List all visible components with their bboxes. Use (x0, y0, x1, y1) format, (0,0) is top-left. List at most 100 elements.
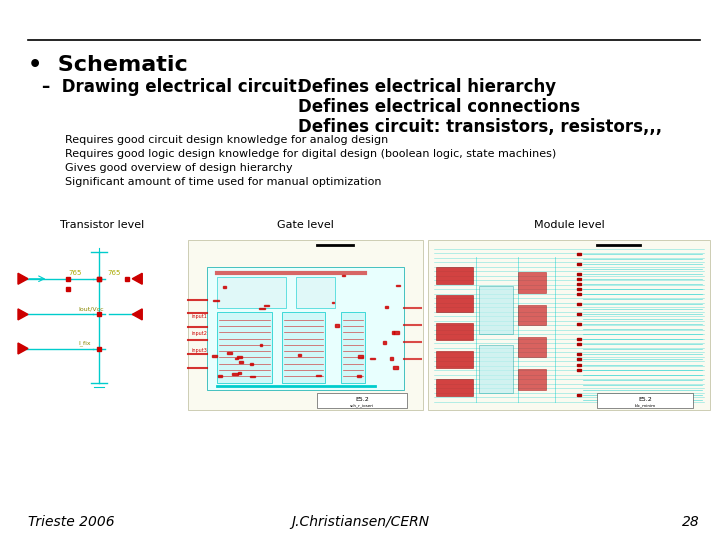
Bar (18, 240, 186, 395)
Text: Requires good circuit design knowledge for analog design: Requires good circuit design knowledge f… (65, 135, 388, 145)
Bar (125, 276, 129, 281)
Bar (207, 267, 404, 389)
Text: E5.2: E5.2 (638, 397, 652, 402)
Bar (259, 308, 264, 309)
Bar (394, 331, 398, 334)
Bar (296, 277, 335, 308)
Text: Defines electrical connections: Defines electrical connections (298, 98, 580, 116)
Bar (96, 347, 101, 350)
Bar (577, 338, 582, 340)
Bar (577, 394, 582, 396)
Polygon shape (18, 343, 28, 354)
Bar (436, 352, 473, 368)
Bar (217, 313, 272, 383)
Bar (577, 283, 582, 285)
Bar (239, 361, 243, 363)
Text: 28: 28 (683, 515, 700, 529)
Bar (96, 313, 101, 316)
Bar (250, 376, 255, 377)
Bar (316, 375, 321, 376)
Text: –  Drawing electrical circuit:: – Drawing electrical circuit: (42, 78, 303, 96)
Text: Significant amount of time used for manual optimization: Significant amount of time used for manu… (65, 177, 382, 187)
Bar (577, 278, 582, 280)
Text: E5.2: E5.2 (355, 397, 369, 402)
Bar (428, 240, 710, 410)
Bar (282, 313, 325, 383)
Text: 765: 765 (107, 270, 120, 276)
Bar (597, 393, 693, 408)
Polygon shape (18, 273, 28, 284)
Bar (479, 286, 513, 334)
Bar (238, 356, 242, 358)
Bar (577, 363, 582, 366)
Polygon shape (18, 309, 28, 320)
Bar (66, 276, 71, 281)
Bar (390, 357, 393, 360)
Bar (222, 286, 226, 288)
Bar (370, 358, 375, 360)
Bar (397, 285, 400, 286)
Bar (577, 262, 582, 265)
Bar (518, 305, 546, 325)
Bar (341, 313, 365, 383)
Text: Requires good logic design knowledge for digital design (boolean logic, state ma: Requires good logic design knowledge for… (65, 149, 557, 159)
Bar (356, 375, 361, 377)
Text: Trieste 2006: Trieste 2006 (28, 515, 114, 529)
Bar (238, 372, 240, 374)
Text: Defines circuit: transistors, resistors,,,: Defines circuit: transistors, resistors,… (298, 118, 662, 136)
Bar (260, 344, 262, 346)
Bar (577, 343, 582, 346)
Text: Iout/Vcc: Iout/Vcc (78, 306, 104, 312)
Text: Module level: Module level (534, 220, 604, 230)
Bar (577, 303, 582, 305)
Bar (577, 353, 582, 355)
Bar (577, 369, 582, 370)
Bar (297, 354, 301, 356)
Bar (235, 358, 238, 359)
Bar (436, 267, 473, 284)
Bar (392, 331, 394, 334)
Bar (518, 369, 546, 389)
Bar (577, 253, 582, 254)
Bar (233, 373, 238, 375)
Bar (436, 323, 473, 340)
Bar (96, 276, 101, 281)
Bar (479, 346, 513, 393)
Bar (577, 288, 582, 290)
Bar (212, 355, 217, 357)
Bar (227, 352, 232, 354)
Bar (217, 375, 222, 377)
Text: J.Christiansen/CERN: J.Christiansen/CERN (291, 515, 429, 529)
Bar (358, 355, 363, 358)
Text: I_fix: I_fix (78, 341, 91, 346)
Bar (318, 393, 407, 408)
Polygon shape (132, 273, 143, 284)
Bar (577, 359, 582, 361)
Bar (217, 277, 286, 308)
Text: Gate level: Gate level (277, 220, 334, 230)
Bar (436, 295, 473, 312)
Text: Transistor level: Transistor level (60, 220, 144, 230)
Bar (577, 323, 582, 325)
Text: Gives good overview of design hierarchy: Gives good overview of design hierarchy (65, 163, 292, 173)
Text: 765: 765 (68, 270, 82, 276)
Text: Idc_minim: Idc_minim (634, 404, 656, 408)
Bar (385, 306, 388, 308)
Text: input1: input1 (191, 314, 207, 319)
Bar (577, 313, 582, 315)
Bar (96, 276, 101, 281)
Text: Defines electrical hierarchy: Defines electrical hierarchy (298, 78, 556, 96)
Text: input2: input2 (191, 331, 207, 336)
Bar (343, 275, 346, 276)
Text: sch_r_ioseri: sch_r_ioseri (350, 404, 374, 408)
Text: •  Schematic: • Schematic (28, 55, 188, 75)
Bar (332, 302, 334, 303)
Bar (213, 300, 219, 301)
Bar (436, 380, 473, 396)
Bar (518, 337, 546, 357)
Bar (577, 273, 582, 275)
Bar (250, 363, 253, 365)
Bar (335, 325, 338, 327)
Bar (383, 341, 386, 343)
Bar (188, 240, 423, 410)
